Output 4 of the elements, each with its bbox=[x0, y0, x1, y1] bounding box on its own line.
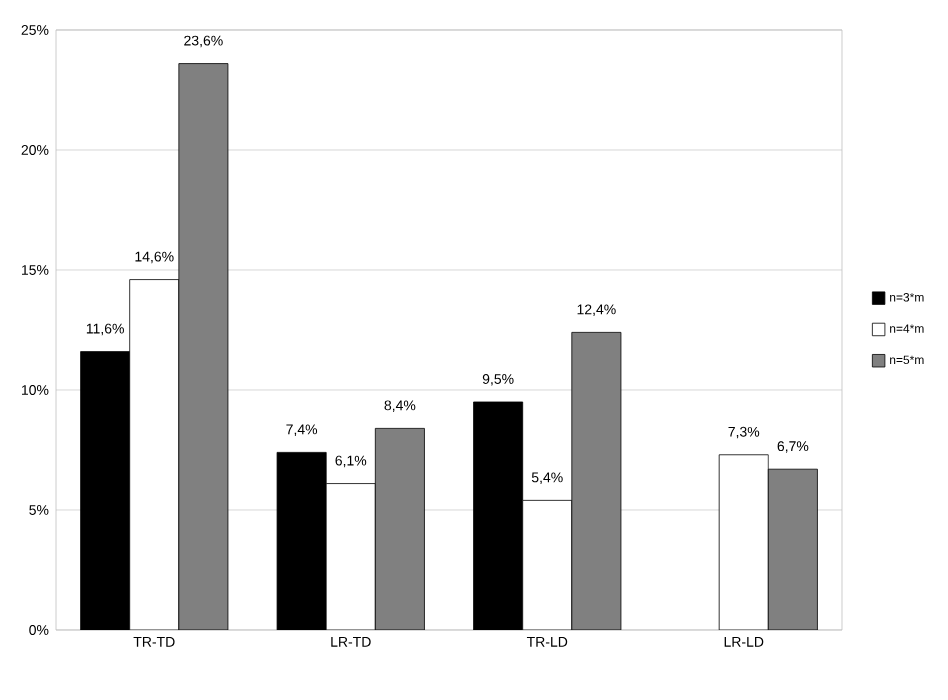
bar bbox=[767, 468, 818, 630]
bar bbox=[571, 331, 622, 630]
bar bbox=[178, 63, 229, 630]
bar bbox=[374, 427, 425, 630]
